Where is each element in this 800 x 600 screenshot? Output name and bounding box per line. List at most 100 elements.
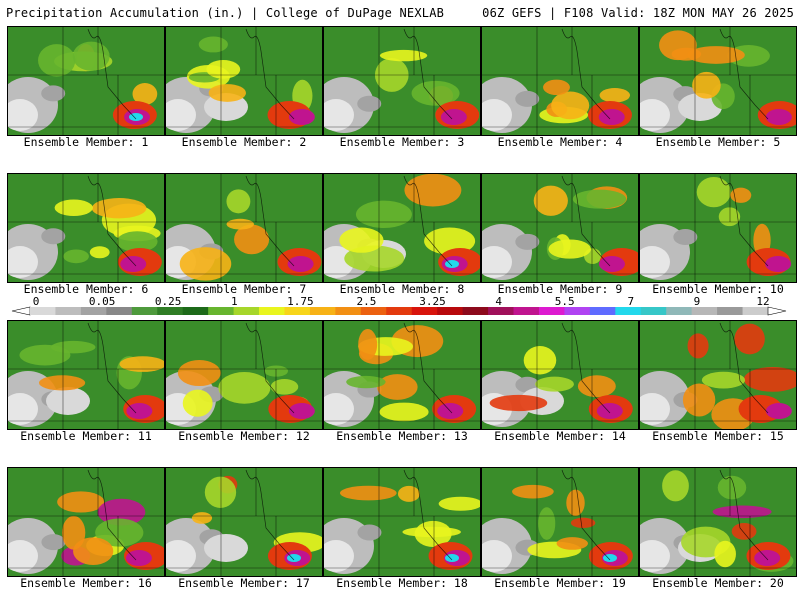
member-number: 9 xyxy=(615,282,623,296)
ensemble-member-map xyxy=(7,320,165,430)
precip-map-image xyxy=(8,174,164,282)
precip-map-image xyxy=(482,174,638,282)
legend-swatch xyxy=(589,307,616,315)
legend-tick-label: 4 xyxy=(495,296,502,308)
legend-swatch xyxy=(55,307,82,315)
ensemble-member-label: Ensemble Member: 12 xyxy=(164,429,324,443)
legend-swatch xyxy=(335,307,362,315)
precip-map-image xyxy=(166,174,322,282)
ensemble-member-map xyxy=(481,320,639,430)
legend-swatch xyxy=(615,307,642,315)
legend-tick-label: 7 xyxy=(628,296,635,308)
ensemble-member-map xyxy=(481,26,639,136)
ensemble-member-map xyxy=(7,26,165,136)
ensemble-member-label: Ensemble Member: 3 xyxy=(322,135,482,149)
precip-map-image xyxy=(482,27,638,135)
legend-left-arrow xyxy=(11,306,31,316)
legend-swatch xyxy=(437,307,464,315)
member-label-prefix: Ensemble Member: xyxy=(655,135,774,149)
member-number: 11 xyxy=(137,429,152,443)
ensemble-member-label: Ensemble Member: 10 xyxy=(638,282,798,296)
member-label-prefix: Ensemble Member: xyxy=(181,135,300,149)
legend-swatch xyxy=(564,307,591,315)
member-number: 13 xyxy=(453,429,468,443)
map-title: Precipitation Accumulation (in.) | Colle… xyxy=(6,6,445,20)
legend-tick-label: 0.25 xyxy=(155,296,182,308)
member-number: 20 xyxy=(769,576,784,590)
precip-map-image xyxy=(8,27,164,135)
ensemble-member-label: Ensemble Member: 19 xyxy=(480,576,640,590)
precip-map-image xyxy=(166,27,322,135)
legend-tick-label: 1 xyxy=(231,296,238,308)
run-valid-time: 06Z GEFS | F108 Valid: 18Z MON MAY 26 20… xyxy=(482,6,794,20)
ensemble-member-map xyxy=(639,173,797,283)
precip-map-image xyxy=(640,174,796,282)
precip-map-image xyxy=(482,468,638,576)
legend-tick-label: 0 xyxy=(33,296,40,308)
member-label-prefix: Ensemble Member: xyxy=(494,576,612,590)
legend-swatch xyxy=(488,307,515,315)
member-number: 4 xyxy=(615,135,623,149)
legend-swatch xyxy=(131,307,158,315)
legend-swatch xyxy=(233,307,260,315)
member-number: 16 xyxy=(137,576,152,590)
ensemble-member-label: Ensemble Member: 9 xyxy=(480,282,640,296)
ensemble-member-label: Ensemble Member: 15 xyxy=(638,429,798,443)
member-label-prefix: Ensemble Member: xyxy=(339,282,458,296)
legend-swatch xyxy=(691,307,718,315)
member-number: 12 xyxy=(295,429,310,443)
legend-swatch xyxy=(666,307,693,315)
ensemble-member-map xyxy=(165,467,323,577)
legend-swatch xyxy=(411,307,438,315)
member-number: 15 xyxy=(769,429,784,443)
member-number: 5 xyxy=(773,135,781,149)
legend-tick-label: 1.75 xyxy=(287,296,314,308)
member-number: 18 xyxy=(453,576,468,590)
legend-swatch xyxy=(309,307,336,315)
member-number: 6 xyxy=(141,282,149,296)
precip-map-image xyxy=(8,468,164,576)
legend-swatch xyxy=(30,307,56,315)
legend-swatch xyxy=(284,307,311,315)
precip-map-image xyxy=(324,27,480,135)
legend-tick-label: 3.25 xyxy=(419,296,446,308)
ensemble-member-map xyxy=(639,26,797,136)
ensemble-member-map xyxy=(165,173,323,283)
member-label-prefix: Ensemble Member: xyxy=(181,282,300,296)
precip-map-image xyxy=(8,321,164,429)
precip-map-image xyxy=(324,468,480,576)
ensemble-member-label: Ensemble Member: 14 xyxy=(480,429,640,443)
ensemble-member-map xyxy=(639,467,797,577)
ensemble-member-label: Ensemble Member: 17 xyxy=(164,576,324,590)
ensemble-member-label: Ensemble Member: 6 xyxy=(6,282,166,296)
member-label-prefix: Ensemble Member: xyxy=(652,429,770,443)
precipitation-color-legend: 0 0.05 0.25 1 1.75 2.5 3.25 4 5.5 7 9 12 xyxy=(11,296,787,316)
ensemble-member-label: Ensemble Member: 4 xyxy=(480,135,640,149)
ensemble-member-map xyxy=(165,26,323,136)
ensemble-member-label: Ensemble Member: 16 xyxy=(6,576,166,590)
member-label-prefix: Ensemble Member: xyxy=(20,576,138,590)
legend-swatch xyxy=(513,307,540,315)
legend-swatch xyxy=(208,307,235,315)
ensemble-member-map xyxy=(323,26,481,136)
member-label-prefix: Ensemble Member: xyxy=(178,429,296,443)
precip-map-image xyxy=(324,321,480,429)
legend-swatch xyxy=(640,307,667,315)
member-number: 7 xyxy=(299,282,307,296)
ensemble-member-label: Ensemble Member: 2 xyxy=(164,135,324,149)
legend-swatch xyxy=(538,307,565,315)
member-label-prefix: Ensemble Member: xyxy=(23,282,142,296)
member-label-prefix: Ensemble Member: xyxy=(494,429,612,443)
member-label-prefix: Ensemble Member: xyxy=(497,135,616,149)
legend-swatch xyxy=(80,307,107,315)
legend-swatch xyxy=(462,307,489,315)
member-label-prefix: Ensemble Member: xyxy=(178,576,296,590)
member-label-prefix: Ensemble Member: xyxy=(652,576,770,590)
member-label-prefix: Ensemble Member: xyxy=(20,429,138,443)
ensemble-member-map xyxy=(481,467,639,577)
legend-swatch xyxy=(259,307,285,315)
member-label-prefix: Ensemble Member: xyxy=(336,429,454,443)
member-label-prefix: Ensemble Member: xyxy=(339,135,458,149)
legend-swatch xyxy=(157,307,184,315)
ensemble-member-label: Ensemble Member: 13 xyxy=(322,429,482,443)
